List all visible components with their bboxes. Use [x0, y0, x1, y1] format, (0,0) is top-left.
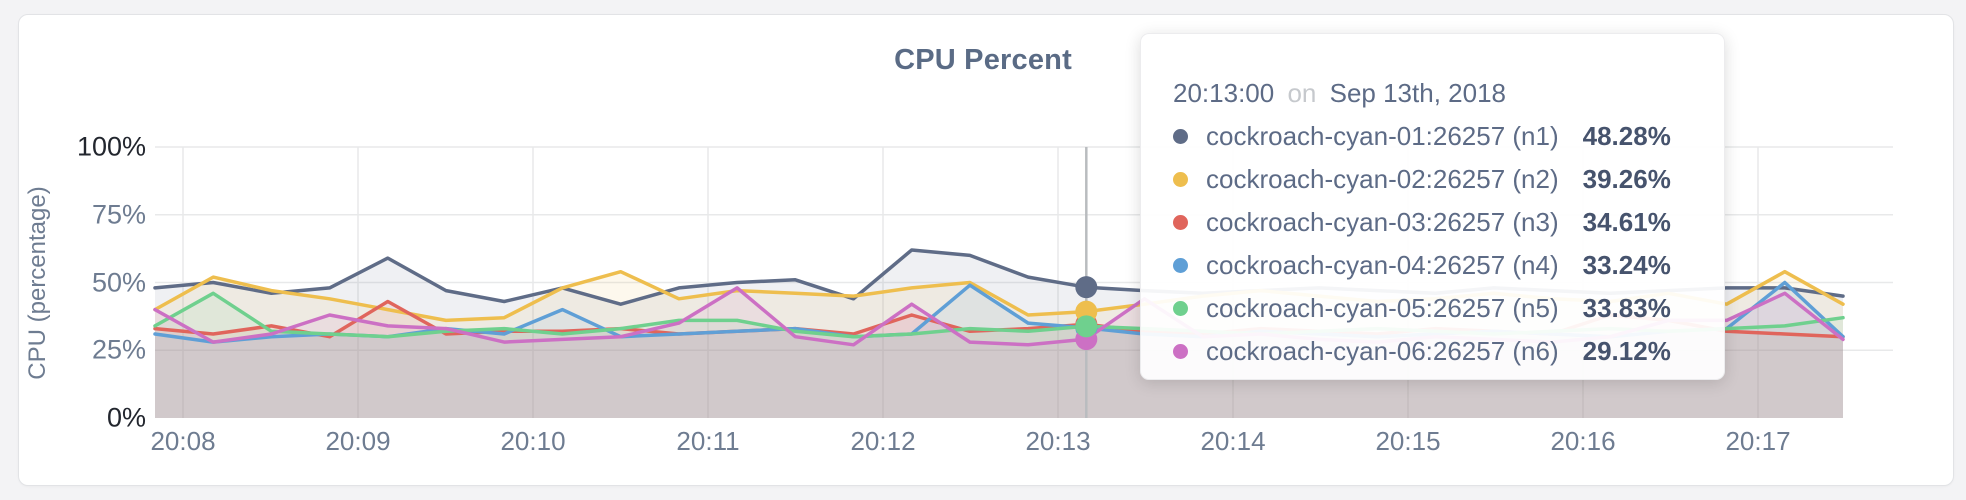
tooltip-row: cockroach-cyan-05:26257 (n5) 33.83% — [1173, 287, 1671, 330]
series-color-dot — [1173, 301, 1188, 316]
y-tick-label: 25% — [91, 334, 146, 365]
x-tick-label: 20:14 — [1200, 426, 1266, 456]
hover-dot-n1 — [1075, 276, 1098, 299]
tooltip-row-value: 33.24% — [1582, 250, 1671, 280]
x-tick-label: 20:13 — [1025, 426, 1091, 456]
chart-tooltip: 20:13:00 on Sep 13th, 2018 cockroach-cya… — [1140, 33, 1725, 380]
series-color-dot — [1173, 215, 1188, 230]
y-tick-label: 50% — [91, 267, 146, 297]
x-tick-label: 20:15 — [1375, 426, 1441, 456]
tooltip-date: Sep 13th, 2018 — [1329, 78, 1506, 108]
tooltip-row-value: 48.28% — [1582, 121, 1671, 151]
series-color-dot — [1173, 172, 1188, 187]
x-tick-label: 20:10 — [500, 426, 566, 456]
series-color-dot — [1173, 344, 1188, 359]
tooltip-separator: on — [1287, 78, 1317, 108]
tooltip-row: cockroach-cyan-03:26257 (n3) 34.61% — [1173, 201, 1671, 244]
tooltip-row: cockroach-cyan-01:26257 (n1) 48.28% — [1173, 115, 1671, 158]
x-tick-label: 20:09 — [325, 426, 391, 456]
x-tick-label: 20:08 — [150, 426, 216, 456]
series-area-n5 — [155, 293, 1843, 418]
tooltip-row-label: cockroach-cyan-02:26257 (n2) — [1206, 164, 1559, 194]
tooltip-row: cockroach-cyan-06:26257 (n6) 29.12% — [1173, 330, 1671, 373]
tooltip-time: 20:13:00 — [1173, 78, 1275, 108]
x-tick-label: 20:11 — [676, 426, 740, 456]
tooltip-row-value: 34.61% — [1582, 207, 1671, 237]
y-tick-label: 75% — [91, 199, 146, 230]
x-tick-label: 20:17 — [1725, 426, 1791, 456]
series-color-dot — [1173, 258, 1188, 273]
tooltip-row-label: cockroach-cyan-03:26257 (n3) — [1206, 207, 1559, 237]
tooltip-row: cockroach-cyan-02:26257 (n2) 39.26% — [1173, 158, 1671, 201]
tooltip-row-label: cockroach-cyan-06:26257 (n6) — [1206, 336, 1559, 366]
tooltip-row-value: 39.26% — [1582, 164, 1671, 194]
chart-title: CPU Percent — [894, 44, 1072, 76]
series-area-n6 — [155, 287, 1843, 418]
tooltip-row-label: cockroach-cyan-01:26257 (n1) — [1206, 121, 1559, 151]
tooltip-row-value: 29.12% — [1582, 336, 1671, 366]
tooltip-row-value: 33.83% — [1582, 293, 1671, 323]
series-area-n4 — [155, 282, 1843, 418]
tooltip-row-label: cockroach-cyan-04:26257 (n4) — [1206, 250, 1559, 280]
tooltip-row: cockroach-cyan-04:26257 (n4) 33.24% — [1173, 244, 1671, 287]
y-tick-label: 0% — [106, 402, 146, 433]
tooltip-rows: cockroach-cyan-01:26257 (n1) 48.28% cockro… — [1173, 115, 1671, 373]
x-tick-label: 20:16 — [1550, 426, 1616, 456]
x-tick-label: 20:12 — [850, 426, 916, 456]
series-color-dot — [1173, 129, 1188, 144]
tooltip-row-label: cockroach-cyan-05:26257 (n5) — [1206, 293, 1559, 323]
tooltip-header: 20:13:00 on Sep 13th, 2018 — [1173, 78, 1669, 108]
hover-dot-n5 — [1075, 315, 1098, 338]
y-tick-label: 100% — [76, 131, 146, 162]
